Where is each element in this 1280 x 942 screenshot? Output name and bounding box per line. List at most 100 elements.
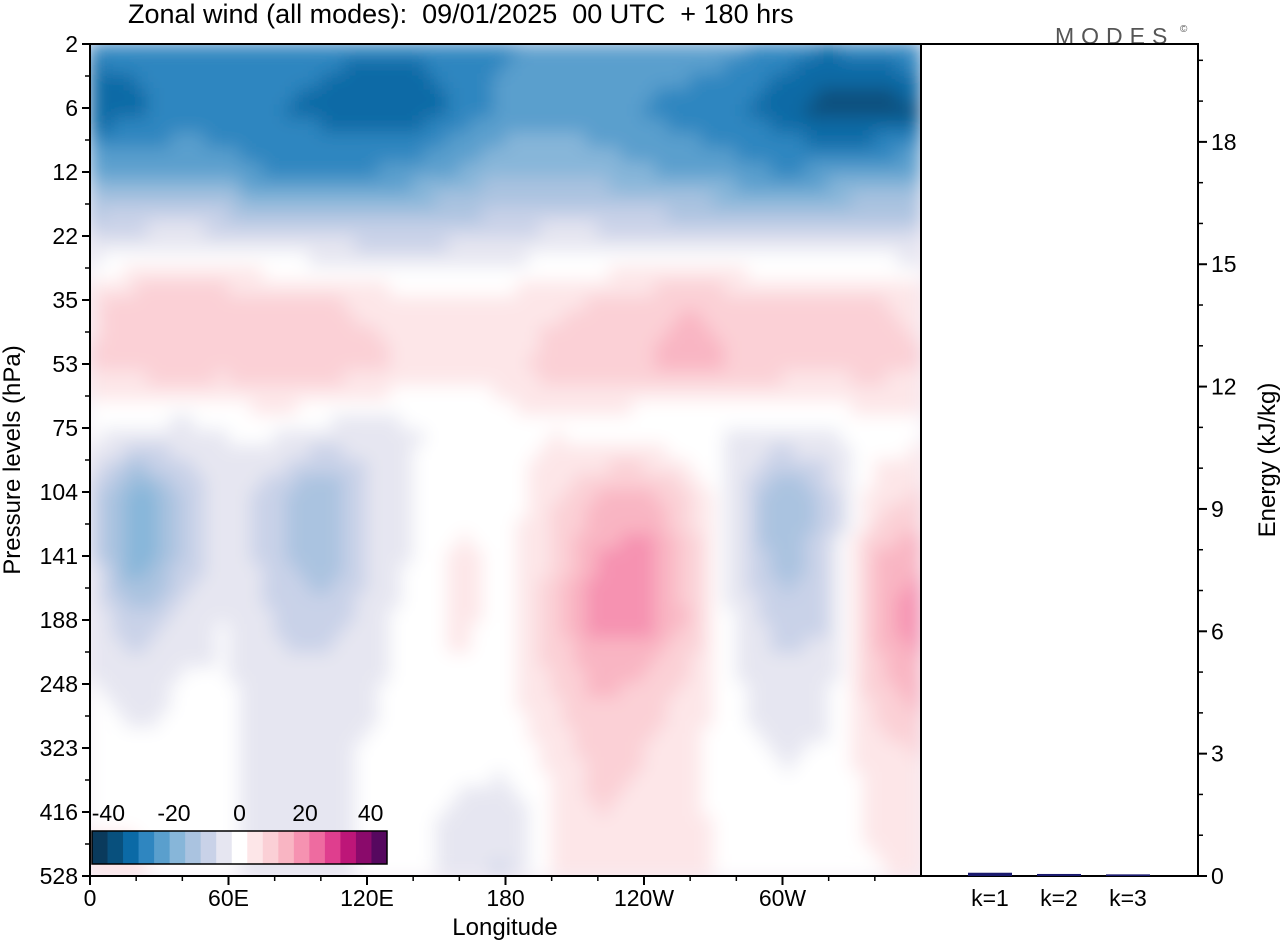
heatmap-cell: [793, 102, 807, 119]
heatmap-cell: [320, 652, 333, 669]
heatmap-cell: [262, 444, 276, 461]
heatmap-cell: [782, 816, 795, 832]
heatmap-cell: [216, 548, 229, 565]
heatmap-cell: [435, 400, 449, 416]
heatmap-cell: [862, 370, 876, 387]
heatmap-cell: [631, 88, 645, 104]
heatmap-cell: [678, 88, 691, 104]
heatmap-cell: [112, 281, 126, 298]
heatmap-cell: [816, 355, 830, 372]
heatmap-cell: [285, 385, 299, 402]
heatmap-cell: [193, 370, 206, 387]
heatmap-cell: [747, 162, 760, 179]
heatmap-cell: [770, 816, 783, 832]
heatmap-cell: [874, 385, 887, 402]
heatmap-cell: [505, 712, 518, 728]
heatmap-cell: [389, 563, 403, 580]
heatmap-cell: [401, 296, 414, 312]
heatmap-cell: [481, 310, 495, 327]
heatmap-cell: [447, 58, 460, 75]
heatmap-cell: [297, 786, 310, 803]
heatmap-cell: [135, 474, 149, 491]
heatmap-cell: [851, 816, 864, 832]
heatmap-cell: [158, 266, 172, 283]
heatmap-cell: [701, 816, 714, 832]
heatmap-cell: [389, 147, 403, 164]
heatmap-cell: [447, 682, 460, 699]
heatmap-cell: [631, 593, 645, 610]
heatmap-cell: [193, 251, 206, 268]
heatmap-cell: [101, 474, 114, 491]
heatmap-cell: [816, 370, 830, 387]
heatmap-cell: [608, 518, 622, 535]
heatmap-cell: [493, 414, 506, 431]
heatmap-cell: [805, 117, 818, 134]
heatmap-cell: [481, 771, 495, 788]
heatmap-cell: [851, 102, 864, 119]
heatmap-cell: [331, 726, 345, 743]
heatmap-cell: [389, 192, 403, 208]
heatmap-cell: [101, 801, 114, 818]
heatmap-cell: [228, 578, 241, 595]
energy-tick-label: 3: [1211, 741, 1224, 767]
heatmap-cell: [516, 73, 530, 90]
heatmap-cell: [458, 667, 472, 684]
heatmap-cell: [620, 786, 633, 803]
heatmap-cell: [308, 548, 322, 565]
heatmap-cell: [262, 712, 276, 728]
heatmap-cell: [839, 474, 853, 491]
heatmap-cell: [124, 697, 137, 714]
heatmap-cell: [735, 593, 749, 610]
heatmap-cell: [551, 444, 564, 461]
heatmap-cell: [770, 400, 783, 416]
heatmap-cell: [574, 266, 587, 283]
heatmap-cell: [135, 697, 149, 714]
heatmap-cell: [562, 533, 576, 550]
heatmap-cell: [689, 474, 703, 491]
heatmap-cell: [262, 73, 276, 90]
heatmap-cell: [412, 712, 426, 728]
heatmap-cell: [435, 726, 449, 743]
heatmap-cell: [447, 771, 460, 788]
heatmap-cell: [435, 162, 449, 179]
heatmap-cell: [678, 593, 691, 610]
heatmap-cell: [666, 667, 680, 684]
heatmap-cell: [458, 266, 472, 283]
heatmap-cell: [516, 88, 530, 104]
heatmap-cell: [874, 697, 887, 714]
heatmap-cell: [712, 712, 726, 728]
heatmap-cell: [493, 697, 506, 714]
heatmap-cell: [851, 830, 864, 847]
heatmap-cell: [805, 44, 818, 60]
heatmap-cell: [689, 385, 703, 402]
heatmap-cell: [193, 518, 206, 535]
heatmap-cell: [262, 370, 276, 387]
heatmap-cell: [862, 400, 876, 416]
heatmap-cell: [481, 459, 495, 476]
heatmap-cell: [574, 563, 587, 580]
heatmap-cell: [551, 251, 564, 268]
heatmap-cell: [354, 266, 368, 283]
heatmap-cell: [447, 73, 460, 90]
heatmap-cell: [343, 429, 356, 446]
heatmap-cell: [712, 518, 726, 535]
heatmap-cell: [320, 429, 333, 446]
heatmap-cell: [839, 236, 853, 253]
heatmap-cell: [908, 162, 921, 179]
heatmap-cell: [908, 370, 921, 387]
heatmap-cell: [712, 281, 726, 298]
heatmap-cell: [897, 697, 910, 714]
heatmap-cell: [712, 637, 726, 654]
heatmap-cell: [228, 444, 241, 461]
heatmap-cell: [435, 147, 449, 164]
heatmap-cell: [574, 608, 587, 624]
heatmap-cell: [354, 325, 368, 342]
heatmap-cell: [470, 593, 483, 610]
heatmap-cell: [689, 667, 703, 684]
heatmap-cell: [170, 355, 183, 372]
heatmap-cell: [435, 44, 449, 60]
heatmap-cell: [631, 73, 645, 90]
colorbar-swatch: [154, 831, 171, 864]
heatmap-cell: [643, 474, 657, 491]
heatmap-cell: [112, 385, 126, 402]
